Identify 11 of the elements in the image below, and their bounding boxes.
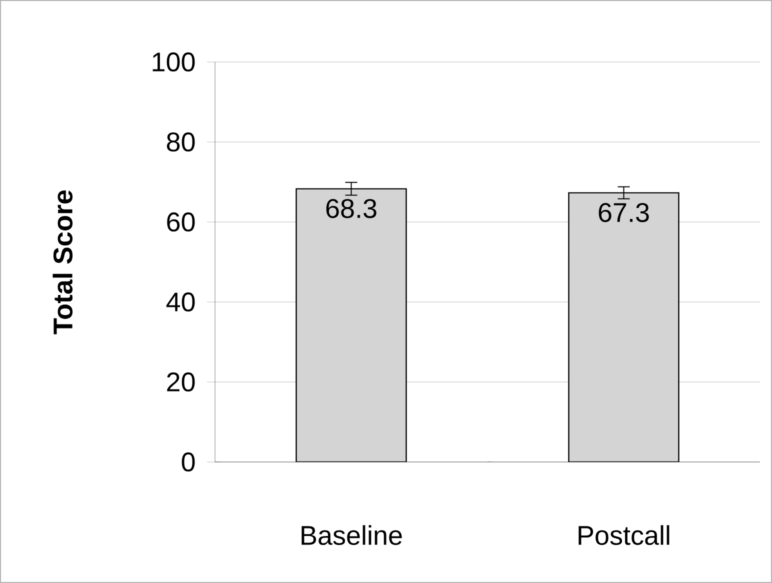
y-tick-label: 100: [152, 52, 195, 72]
x-tick-label: Postcall: [578, 525, 670, 546]
y-axis-title: Total Score: [52, 190, 73, 334]
y-tick-label: 60: [167, 212, 195, 232]
y-tick-label: 0: [182, 452, 195, 472]
y-tick-label: 20: [167, 372, 195, 392]
x-tick-label: Baseline: [302, 525, 402, 546]
data-label: 68.3: [326, 198, 376, 218]
data-label: 67.3: [598, 202, 649, 222]
y-tick-label: 80: [166, 132, 195, 152]
y-tick-label: 40: [166, 292, 195, 312]
